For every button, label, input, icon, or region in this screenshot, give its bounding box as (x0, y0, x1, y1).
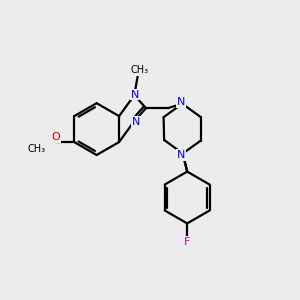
Text: N: N (177, 150, 185, 160)
Text: O: O (52, 132, 60, 142)
Text: CH₃: CH₃ (27, 143, 45, 154)
Text: CH₃: CH₃ (130, 65, 148, 75)
Text: F: F (184, 237, 190, 247)
Text: N: N (131, 90, 139, 100)
Text: N: N (177, 97, 185, 107)
Text: N: N (132, 117, 140, 127)
